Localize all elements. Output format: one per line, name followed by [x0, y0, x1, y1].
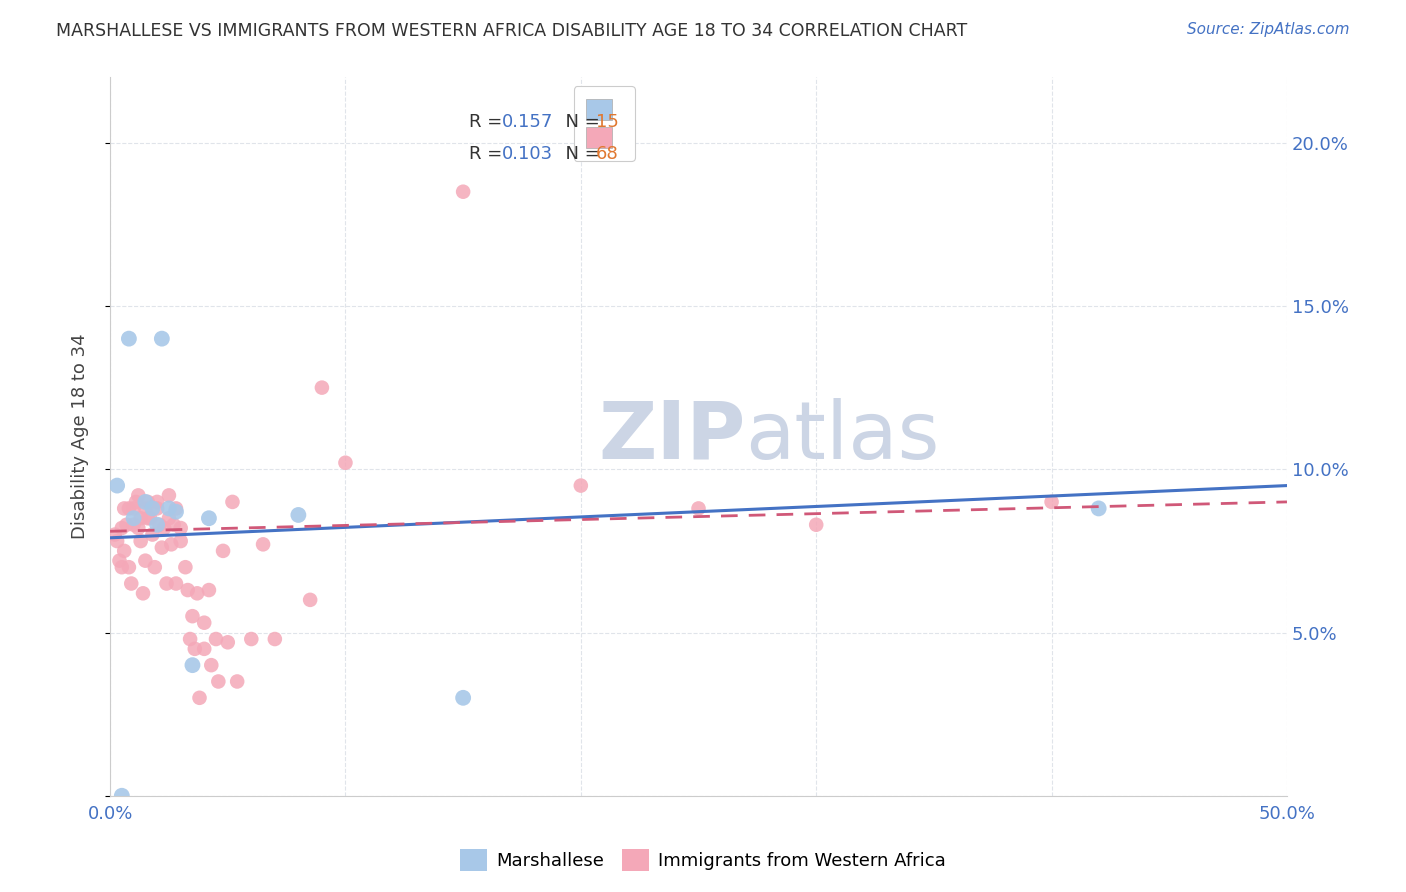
Point — [174, 560, 197, 574]
Point — [134, 495, 156, 509]
Point — [150, 541, 173, 555]
Point — [184, 641, 207, 656]
Point — [198, 582, 221, 597]
Point — [451, 690, 474, 705]
Point — [240, 632, 263, 646]
Point — [125, 495, 148, 509]
Text: MARSHALLESE VS IMMIGRANTS FROM WESTERN AFRICA DISABILITY AGE 18 TO 34 CORRELATIO: MARSHALLESE VS IMMIGRANTS FROM WESTERN A… — [56, 22, 967, 40]
Point — [136, 511, 159, 525]
Point — [311, 381, 333, 395]
Point — [122, 511, 145, 525]
Point — [569, 478, 592, 492]
Text: 0.103: 0.103 — [502, 145, 553, 163]
Point — [186, 586, 208, 600]
Point — [212, 544, 235, 558]
Point — [335, 456, 357, 470]
Point — [141, 527, 163, 541]
Point — [1040, 495, 1063, 509]
Point — [160, 537, 183, 551]
Y-axis label: Disability Age 18 to 34: Disability Age 18 to 34 — [72, 334, 89, 540]
Point — [299, 592, 322, 607]
Point — [118, 501, 141, 516]
Point — [146, 517, 169, 532]
Point — [108, 554, 131, 568]
Point — [146, 501, 169, 516]
Point — [157, 511, 180, 525]
Point — [205, 632, 228, 646]
Text: ZIP: ZIP — [599, 398, 745, 475]
Point — [141, 501, 163, 516]
Point — [200, 658, 222, 673]
Point — [148, 517, 170, 532]
Point — [127, 521, 149, 535]
Point — [806, 517, 828, 532]
Point — [165, 501, 187, 516]
Point — [111, 560, 134, 574]
Text: N =: N = — [554, 113, 605, 131]
Point — [122, 517, 145, 532]
Point — [111, 789, 134, 803]
Text: 0.157: 0.157 — [502, 113, 554, 131]
Point — [115, 517, 138, 532]
Point — [139, 511, 162, 525]
Point — [118, 560, 141, 574]
Text: R =: R = — [470, 113, 508, 131]
Point — [105, 478, 128, 492]
Point — [157, 488, 180, 502]
Point — [193, 615, 215, 630]
Point — [122, 501, 145, 516]
Point — [193, 641, 215, 656]
Point — [155, 576, 177, 591]
Point — [136, 495, 159, 509]
Point — [165, 505, 187, 519]
Legend: Marshallese, Immigrants from Western Africa: Marshallese, Immigrants from Western Afr… — [453, 842, 953, 879]
Point — [129, 534, 152, 549]
Point — [181, 609, 204, 624]
Point — [134, 501, 156, 516]
Text: R =: R = — [470, 145, 508, 163]
Point — [143, 560, 166, 574]
Point — [217, 635, 239, 649]
Point — [1087, 501, 1109, 516]
Point — [226, 674, 249, 689]
Point — [118, 332, 141, 346]
Point — [287, 508, 309, 522]
Point — [181, 658, 204, 673]
Point — [221, 495, 243, 509]
Point — [146, 495, 169, 509]
Point — [157, 501, 180, 516]
Text: Source: ZipAtlas.com: Source: ZipAtlas.com — [1187, 22, 1350, 37]
Point — [263, 632, 285, 646]
Point — [150, 332, 173, 346]
Point — [198, 511, 221, 525]
Point — [111, 521, 134, 535]
Text: atlas: atlas — [745, 398, 941, 475]
Point — [170, 521, 193, 535]
Point — [688, 501, 710, 516]
Text: N =: N = — [554, 145, 605, 163]
Point — [104, 527, 127, 541]
Point — [112, 544, 135, 558]
Point — [188, 690, 211, 705]
Text: 15: 15 — [596, 113, 619, 131]
Legend: , : , — [574, 87, 636, 161]
Point — [179, 632, 201, 646]
Point — [170, 534, 193, 549]
Point — [165, 576, 187, 591]
Point — [162, 517, 184, 532]
Point — [153, 521, 176, 535]
Point — [207, 674, 229, 689]
Point — [252, 537, 274, 551]
Point — [132, 586, 155, 600]
Point — [451, 185, 474, 199]
Point — [105, 534, 128, 549]
Point — [129, 511, 152, 525]
Point — [112, 501, 135, 516]
Point — [127, 488, 149, 502]
Point — [120, 576, 142, 591]
Point — [177, 582, 200, 597]
Text: 68: 68 — [596, 145, 619, 163]
Point — [134, 554, 156, 568]
